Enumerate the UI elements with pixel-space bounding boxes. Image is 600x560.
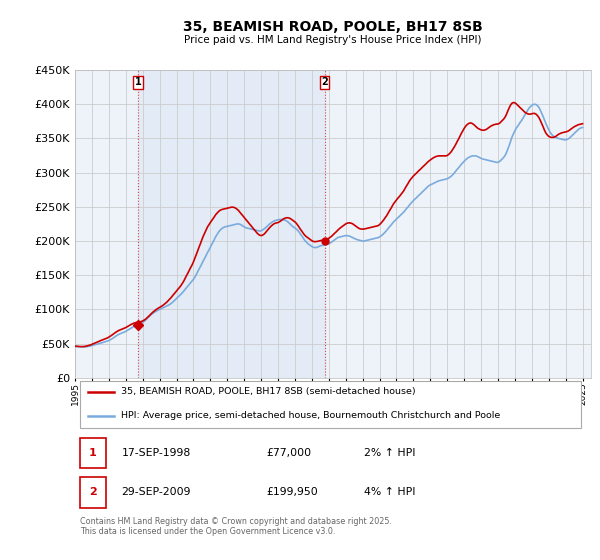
Text: Contains HM Land Registry data © Crown copyright and database right 2025.
This d: Contains HM Land Registry data © Crown c… <box>80 517 392 536</box>
Text: 4% ↑ HPI: 4% ↑ HPI <box>364 487 415 497</box>
FancyBboxPatch shape <box>80 381 581 428</box>
Text: £199,950: £199,950 <box>266 487 317 497</box>
Text: 35, BEAMISH ROAD, POOLE, BH17 8SB: 35, BEAMISH ROAD, POOLE, BH17 8SB <box>183 20 483 34</box>
Text: 2: 2 <box>89 487 97 497</box>
FancyBboxPatch shape <box>80 437 106 468</box>
Text: 2% ↑ HPI: 2% ↑ HPI <box>364 448 415 458</box>
Text: 29-SEP-2009: 29-SEP-2009 <box>121 487 191 497</box>
Text: 17-SEP-1998: 17-SEP-1998 <box>121 448 191 458</box>
Text: 1: 1 <box>134 77 142 87</box>
Text: 35, BEAMISH ROAD, POOLE, BH17 8SB (semi-detached house): 35, BEAMISH ROAD, POOLE, BH17 8SB (semi-… <box>121 388 416 396</box>
Text: Price paid vs. HM Land Registry's House Price Index (HPI): Price paid vs. HM Land Registry's House … <box>184 35 482 45</box>
Text: 1: 1 <box>89 448 97 458</box>
Bar <box>138 70 325 378</box>
Text: £77,000: £77,000 <box>266 448 311 458</box>
Text: HPI: Average price, semi-detached house, Bournemouth Christchurch and Poole: HPI: Average price, semi-detached house,… <box>121 412 500 421</box>
FancyBboxPatch shape <box>80 477 106 507</box>
Text: 2: 2 <box>321 77 328 87</box>
